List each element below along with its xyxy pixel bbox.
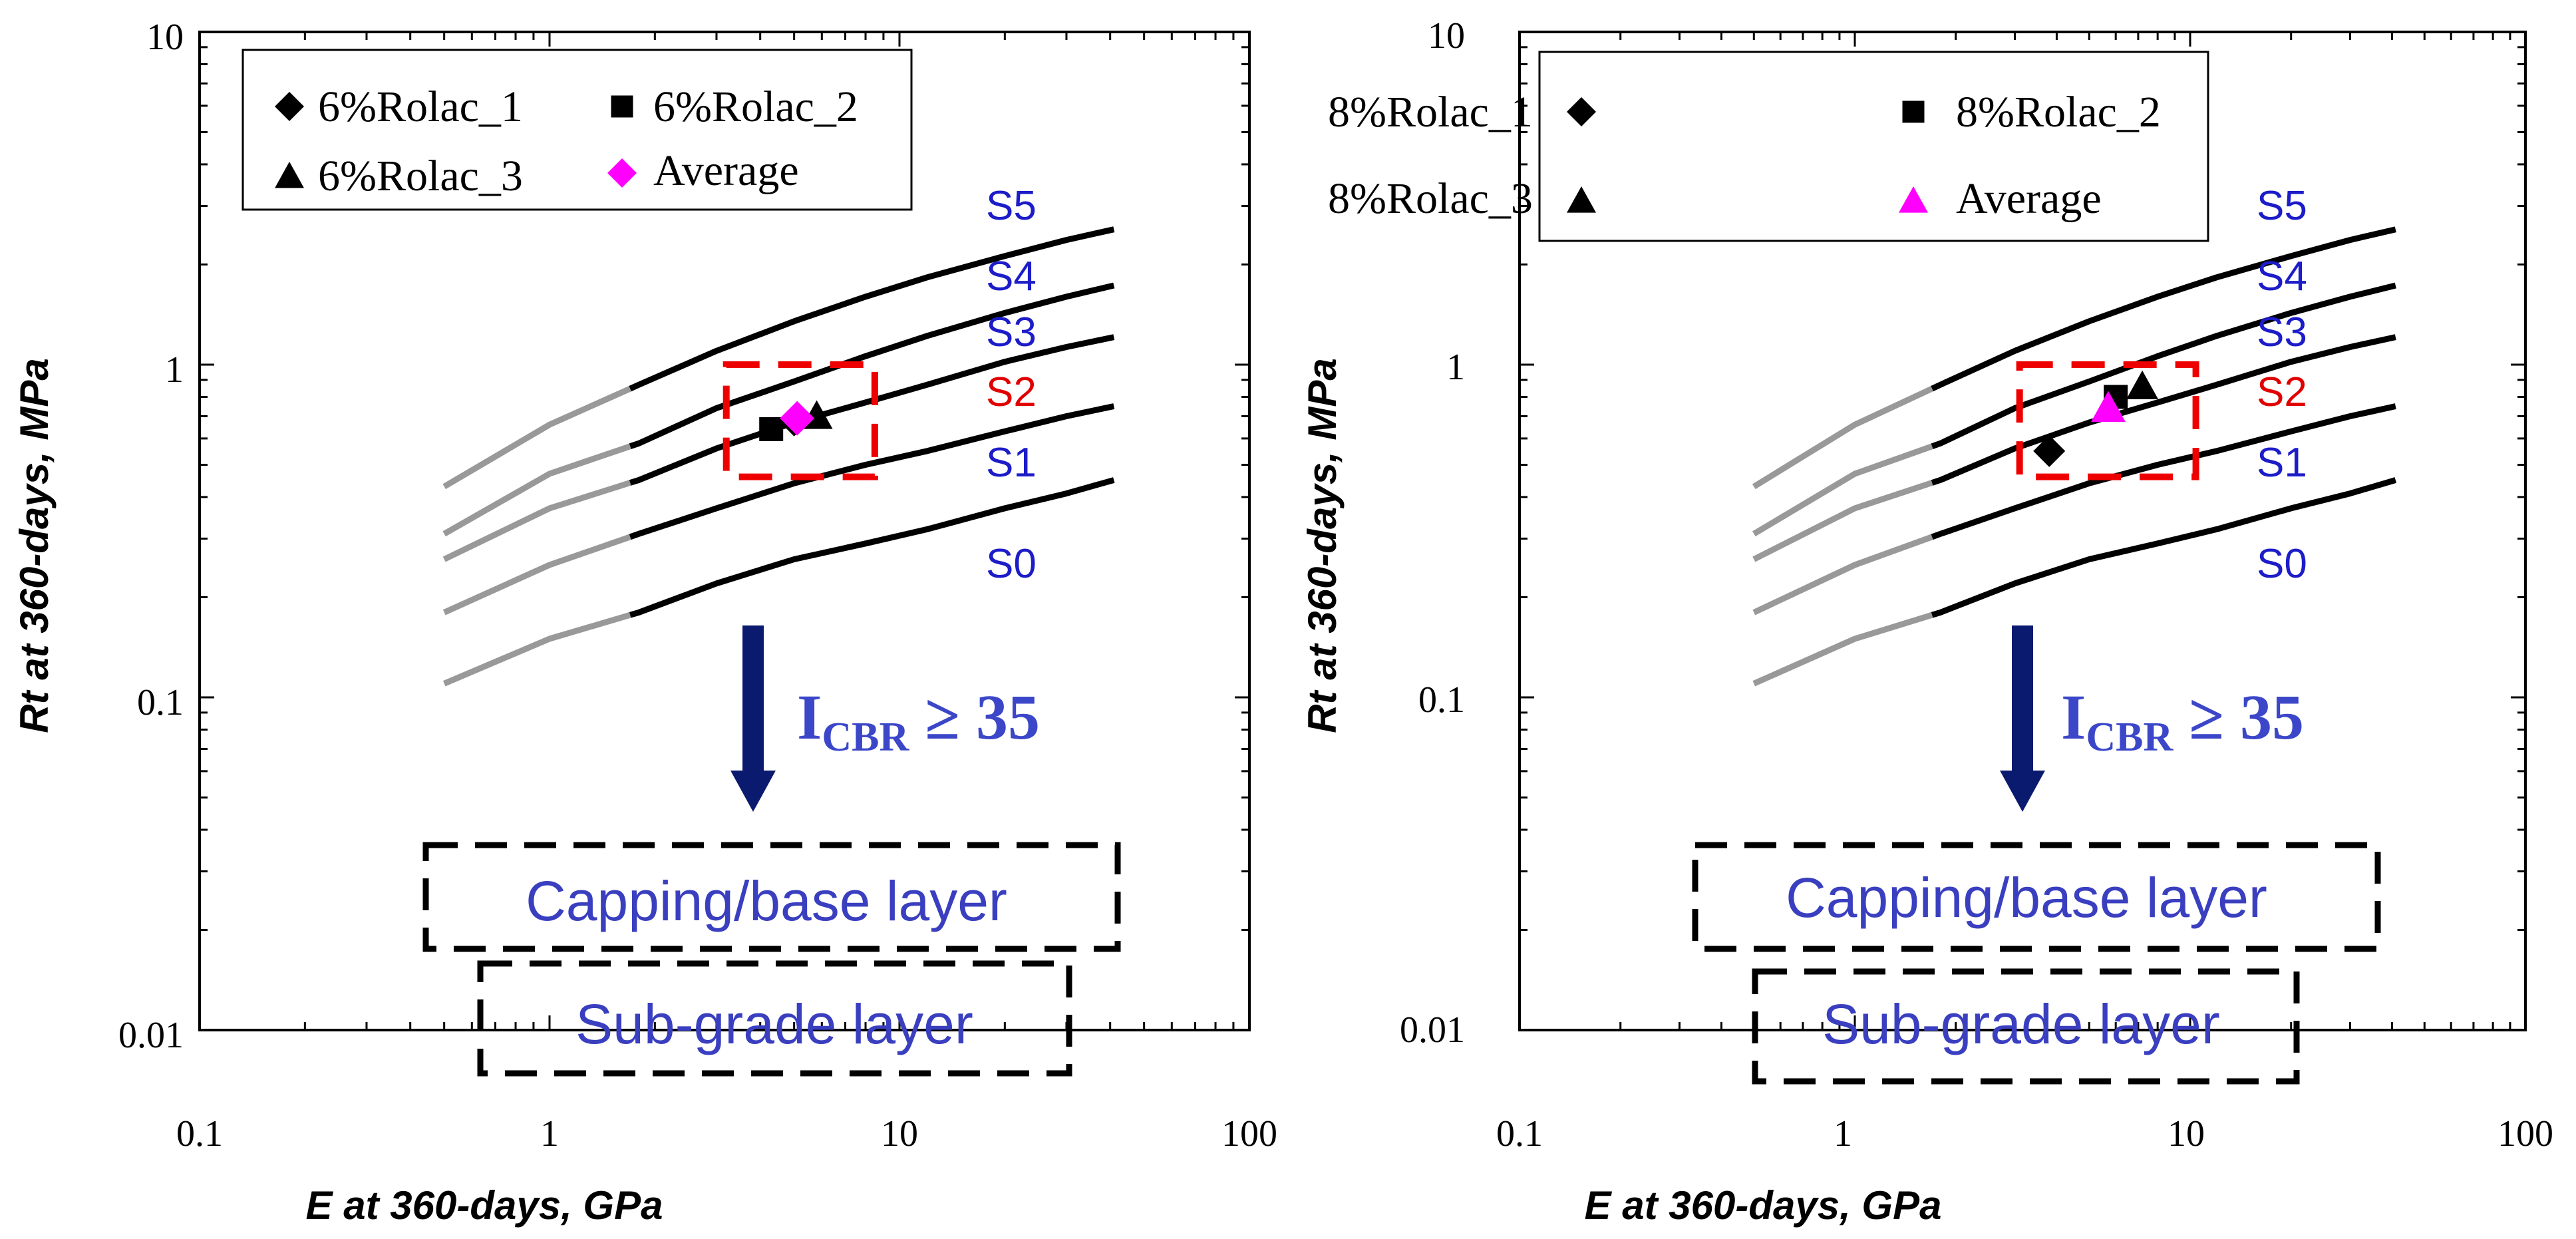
- class-label-s2: S2: [2257, 369, 2307, 415]
- data-point-6pct-rolac-2: [759, 417, 784, 441]
- capping-base-layer-box: [422, 842, 1121, 952]
- boundary-curve-s3-s4: [629, 282, 1115, 449]
- x-tick-label: 10: [2168, 1113, 2205, 1154]
- capping-base-layer-label: Capping/base layer: [1786, 866, 2267, 929]
- legend-marker-2: [611, 95, 633, 118]
- legend-label-2: 8%Rolac_2: [1956, 88, 2161, 136]
- chart-right: E at 360-days, GPa Rt at 360-days, MPa I…: [1300, 15, 2553, 1228]
- legend-label-4: Average: [653, 146, 799, 195]
- chart-panel-left: E at 360-days, GPa Rt at 360-days, MPa I…: [12, 17, 1277, 1228]
- boundary-curve-s1-s2-light: [1752, 534, 1933, 616]
- class-label-s5: S5: [2257, 183, 2307, 229]
- boundary-curve-s4-s5-light: [1752, 386, 1934, 490]
- y-axis-title: Rt at 360-days, MPa: [1300, 358, 1345, 733]
- capping-base-layer-label: Capping/base layer: [526, 870, 1007, 932]
- boundary-curve-s3-s4: [1931, 282, 2396, 449]
- x-tick-label: 100: [2497, 1113, 2553, 1154]
- x-tick-label: 1: [540, 1113, 559, 1154]
- plot-frame: [1518, 31, 2527, 1031]
- boundary-curve-s4-s5-light: [442, 385, 632, 490]
- class-label-s3: S3: [986, 309, 1037, 355]
- legend-label-3: 6%Rolac_3: [318, 152, 523, 200]
- boundary-curve-s0-s1: [629, 477, 1115, 618]
- boundary-curve-s1-s2-light: [442, 534, 631, 616]
- plot-frame: [198, 31, 1251, 1031]
- boundary-curve-s2-s3: [1931, 334, 2396, 486]
- class-label-s4: S4: [2257, 254, 2307, 299]
- legend-marker-1: [1567, 97, 1596, 126]
- boundary-curve-s0-s1-light: [1752, 612, 1933, 687]
- sub-grade-layer-label: Sub-grade layer: [1822, 993, 2220, 1055]
- boundary-curve-s3-s4-light: [1752, 443, 1933, 537]
- down-arrow-head: [2000, 771, 2045, 812]
- y-tick-label: 1: [165, 349, 184, 391]
- boundary-curve-s2-s3: [629, 334, 1115, 486]
- boundary-curve-s1-s2: [629, 403, 1115, 540]
- x-tick-label: 10: [881, 1113, 918, 1154]
- boundary-curve-s2-s3-light: [442, 480, 631, 562]
- y-tick-label: 1: [1446, 347, 1465, 388]
- class-label-s5: S5: [986, 183, 1037, 229]
- boundary-curve-s4-s5: [1931, 226, 2396, 392]
- x-tick-label: 0.1: [176, 1113, 223, 1154]
- legend-label-1: 6%Rolac_1: [318, 83, 523, 131]
- x-axis-title: E at 360-days, GPa: [306, 1183, 663, 1228]
- legend-label-2: 6%Rolac_2: [653, 83, 858, 131]
- class-label-s3: S3: [2257, 309, 2307, 355]
- boundary-curve-s0-s1-light: [442, 612, 631, 687]
- class-label-s0: S0: [986, 541, 1037, 587]
- down-arrow-head: [730, 771, 776, 812]
- y-tick-label: 0.01: [118, 1015, 184, 1056]
- y-axis-title: Rt at 360-days, MPa: [12, 358, 57, 733]
- x-tick-label: 100: [1221, 1113, 1277, 1154]
- y-tick-label: 0.1: [1418, 679, 1465, 721]
- plot-layer: [198, 31, 1251, 1077]
- legend-marker-4: [607, 158, 637, 188]
- highlight-dashed-box: [723, 361, 878, 480]
- legend-marker-4: [1899, 186, 1928, 213]
- legend-marker-3: [275, 162, 304, 188]
- class-label-s0: S0: [2257, 541, 2307, 587]
- chart-panel-right: E at 360-days, GPa Rt at 360-days, MPa I…: [1288, 0, 2576, 1239]
- data-point-average: [780, 401, 815, 436]
- class-label-s1: S1: [986, 440, 1037, 486]
- x-axis-title: E at 360-days, GPa: [1585, 1183, 1942, 1228]
- icbr-annotation: ICBR ≥ 35: [2061, 681, 2304, 760]
- data-point-8pct-rolac-1: [2033, 435, 2066, 467]
- y-tick-label: 10: [146, 17, 184, 58]
- sub-grade-layer-box: [1752, 968, 2300, 1085]
- x-tick-label: 1: [1834, 1113, 1852, 1154]
- plot-layer: [1518, 31, 2527, 1085]
- chart-left: E at 360-days, GPa Rt at 360-days, MPa I…: [12, 17, 1277, 1228]
- legend-label-1: 8%Rolac_1: [1328, 88, 1533, 136]
- y-tick-label: 0.01: [1400, 1009, 1465, 1051]
- class-label-s2: S2: [986, 369, 1037, 415]
- legend-box: [1538, 51, 2209, 242]
- legend-label-4: Average: [1956, 174, 2102, 223]
- legend-marker-2: [1902, 100, 1925, 123]
- boundary-curve-s2-s3-light: [1752, 480, 1933, 562]
- highlight-dashed-box: [2016, 361, 2199, 480]
- boundary-curve-s1-s2: [1931, 403, 2396, 540]
- down-arrow-shaft: [2012, 625, 2033, 772]
- icbr-annotation: ICBR ≥ 35: [797, 681, 1040, 760]
- class-label-s4: S4: [986, 254, 1037, 299]
- down-arrow-shaft: [742, 625, 764, 772]
- class-label-s1: S1: [2257, 440, 2307, 486]
- x-tick-label: 0.1: [1496, 1113, 1543, 1154]
- legend-marker-3: [1567, 186, 1596, 213]
- boundary-curve-s3-s4-light: [442, 443, 631, 537]
- boundary-curve-s0-s1: [1931, 477, 2397, 618]
- y-tick-label: 0.1: [137, 682, 184, 723]
- legend-label-3: 8%Rolac_3: [1328, 174, 1533, 223]
- y-tick-label: 10: [1428, 15, 1465, 57]
- legend-box: [242, 49, 913, 211]
- data-point-8pct-rolac-3: [2126, 370, 2159, 399]
- boundary-curve-s4-s5: [629, 226, 1115, 392]
- data-point-average: [2090, 391, 2126, 423]
- legend-marker-1: [275, 92, 304, 121]
- sub-grade-layer-label: Sub-grade layer: [575, 993, 973, 1055]
- sub-grade-layer-box: [477, 960, 1072, 1077]
